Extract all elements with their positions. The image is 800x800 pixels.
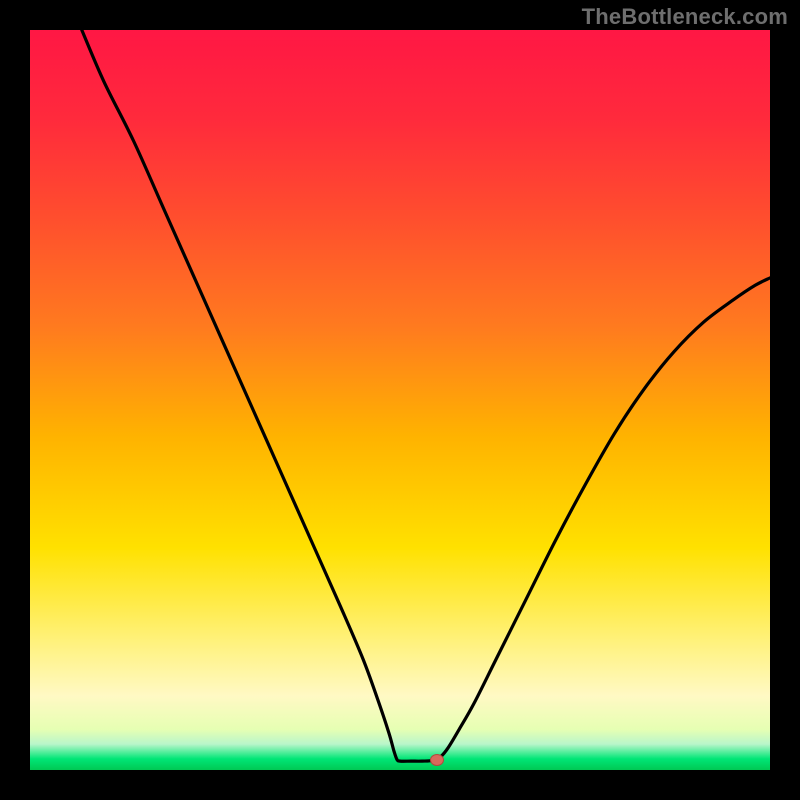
optimum-marker: [430, 754, 444, 766]
plot-area: [30, 30, 770, 770]
watermark-text: TheBottleneck.com: [582, 4, 788, 30]
chart-frame: TheBottleneck.com: [0, 0, 800, 800]
bottleneck-curve: [30, 30, 770, 770]
curve-path: [82, 30, 770, 761]
